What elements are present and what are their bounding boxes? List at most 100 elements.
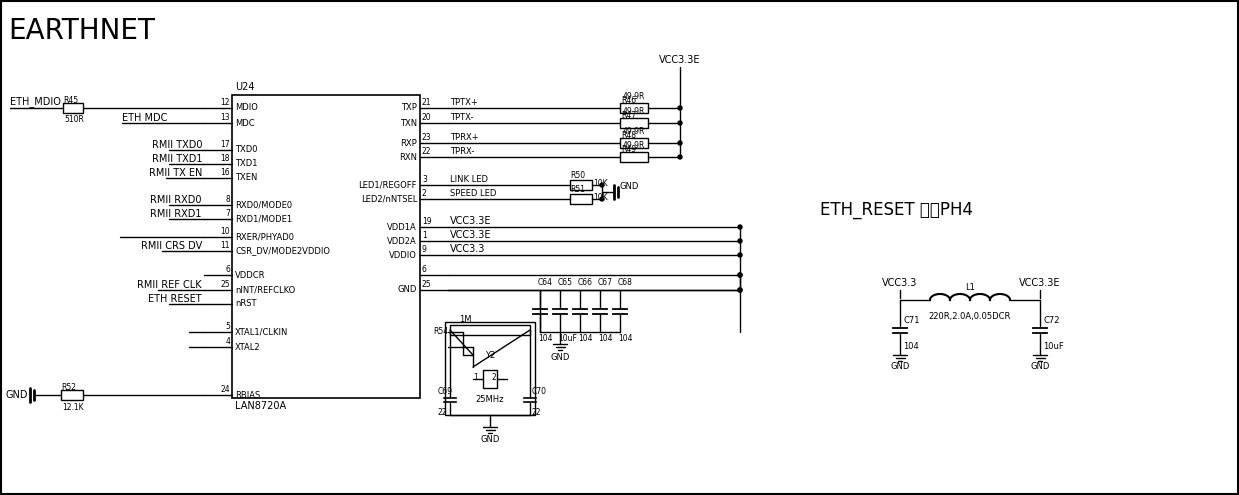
Text: EARTHNET: EARTHNET [7,17,155,45]
Text: VDDIO: VDDIO [389,250,418,259]
Text: RXD1/MODE1: RXD1/MODE1 [235,214,292,224]
Text: TPTX+: TPTX+ [450,98,478,107]
Text: 16: 16 [221,168,230,177]
Text: 10uF: 10uF [1043,342,1064,351]
Bar [620,103,648,113]
Text: 4: 4 [225,337,230,346]
Text: RMII REF CLK: RMII REF CLK [138,280,202,290]
Text: TPRX+: TPRX+ [450,133,478,142]
Text: RMII RXD0: RMII RXD0 [150,195,202,205]
Text: RXD0/MODE0: RXD0/MODE0 [235,200,292,209]
Text: 7: 7 [225,209,230,218]
Text: 1M: 1M [458,315,471,324]
Text: 1: 1 [422,231,426,240]
Bar [620,118,648,128]
Text: U24: U24 [235,82,254,92]
Text: R50: R50 [570,171,585,180]
Bar [232,95,420,398]
Text: 17: 17 [221,140,230,149]
Text: 12: 12 [221,98,230,107]
Bar [570,180,592,190]
Text: VDDCR: VDDCR [235,270,265,280]
Text: 10K: 10K [593,194,607,202]
Text: LINK LED: LINK LED [450,175,488,184]
Text: 25MHz: 25MHz [476,395,504,403]
Text: TPRX-: TPRX- [450,147,475,156]
Text: VCC3.3E: VCC3.3E [450,216,492,226]
Text: 49.9R: 49.9R [623,141,646,150]
Text: 18: 18 [221,154,230,163]
Text: RXER/PHYAD0: RXER/PHYAD0 [235,233,294,242]
Circle shape [678,121,681,125]
Text: VCC3.3: VCC3.3 [882,278,918,288]
Text: 10uF: 10uF [558,334,577,343]
Text: R48: R48 [621,131,636,140]
Circle shape [678,141,681,145]
Text: C64: C64 [538,278,553,287]
Circle shape [738,239,742,243]
Text: RXP: RXP [400,139,418,148]
Text: 49.9R: 49.9R [623,92,646,101]
Text: 104: 104 [618,334,632,343]
Text: 19: 19 [422,217,431,226]
Text: R49: R49 [621,145,636,154]
Circle shape [738,288,742,292]
Text: 510R: 510R [64,115,84,124]
Bar [445,322,535,415]
Text: GND: GND [481,435,499,444]
Text: 5: 5 [225,322,230,331]
Text: 3: 3 [422,175,427,184]
Bar [63,103,83,113]
Text: 25: 25 [422,280,431,289]
Text: 20: 20 [422,113,431,122]
Text: Y2: Y2 [484,351,496,360]
Text: C71: C71 [903,316,919,325]
Text: RMII TXD0: RMII TXD0 [151,140,202,150]
Circle shape [738,273,742,277]
Text: 104: 104 [538,334,553,343]
Text: RMII RXD1: RMII RXD1 [150,209,202,219]
Text: nRST: nRST [235,299,256,308]
Text: TXD0: TXD0 [235,146,258,154]
Text: 25: 25 [221,280,230,289]
Text: LED2/nNTSEL: LED2/nNTSEL [361,195,418,203]
Bar [483,370,497,388]
Text: CSR_DV/MODE2VDDIO: CSR_DV/MODE2VDDIO [235,247,330,255]
Text: 23: 23 [422,133,431,142]
Text: RMII TX EN: RMII TX EN [149,168,202,178]
Text: GND: GND [891,362,909,371]
Bar [450,325,530,335]
Circle shape [678,155,681,159]
Text: 22: 22 [532,408,541,417]
Text: 6: 6 [225,265,230,274]
Text: SPEED LED: SPEED LED [450,189,497,198]
Bar [620,152,648,162]
Text: MDIO: MDIO [235,103,258,112]
Bar [61,390,83,400]
Text: RXN: RXN [399,152,418,161]
Text: C66: C66 [579,278,593,287]
Text: GND: GND [1031,362,1049,371]
Text: R52: R52 [61,383,76,392]
Text: C69: C69 [439,387,453,396]
Text: 8: 8 [225,195,230,204]
Text: TXN: TXN [400,118,418,128]
Bar [570,194,592,204]
Text: TXP: TXP [401,103,418,112]
Circle shape [738,288,742,292]
Text: XTAL1/CLKIN: XTAL1/CLKIN [235,328,289,337]
Text: GND: GND [550,353,570,362]
Text: L1: L1 [965,283,975,292]
Text: 2: 2 [492,374,497,383]
Text: ETH_MDIO: ETH_MDIO [10,96,61,107]
Text: 104: 104 [579,334,592,343]
Text: 104: 104 [903,342,919,351]
Text: 21: 21 [422,98,431,107]
Text: GND: GND [620,182,639,191]
Text: R47: R47 [621,111,636,120]
Text: 22: 22 [422,147,431,156]
Text: 49.9R: 49.9R [623,127,646,136]
Circle shape [738,253,742,257]
Text: 49.9R: 49.9R [623,107,646,116]
Text: GND: GND [398,286,418,295]
